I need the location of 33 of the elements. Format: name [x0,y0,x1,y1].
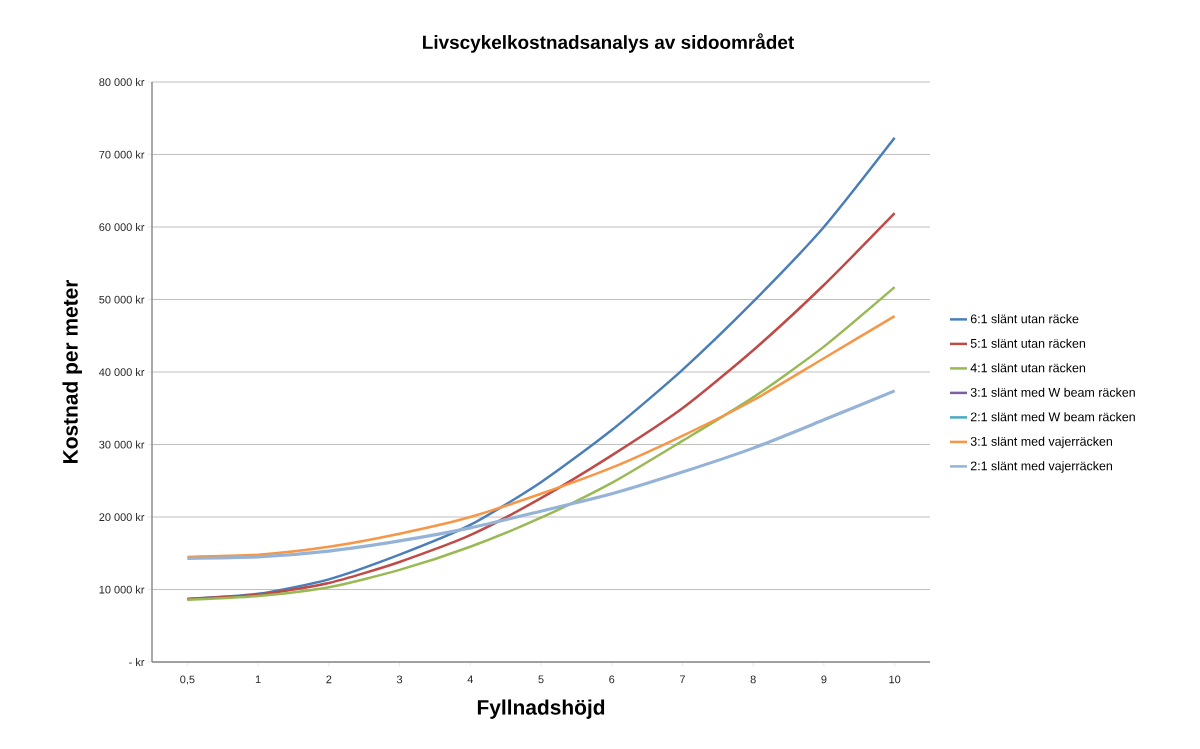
x-tick-label: 9 [821,675,827,684]
y-tick-label: 40 000 kr [99,367,145,377]
line-series [186,314,896,559]
x-tick-label: 0,5 [180,675,195,685]
legend-label: 2:1 slänt med vajerräcken [970,461,1112,473]
x-tick-label: 8 [750,675,756,684]
x-tick-label: 6 [609,675,615,684]
y-tick-label: 50 000 kr [99,295,145,304]
x-tick-label: 4 [467,675,473,684]
y-tick-label: 70 000 kr [99,150,145,159]
legend-label: 3:1 slänt med vajerräcken [970,436,1112,449]
y-tick-label: 10 000 kr [99,585,145,594]
x-tick-label: 7 [679,675,685,684]
y-tick-label: 60 000 kr [99,222,145,232]
y-tick-label: 80 000 kr [99,77,145,87]
y-tick-label: - kr [129,658,145,666]
legend-label: 2:1 slänt med W beam räcken [970,412,1135,422]
legend-label: 3:1 slänt med W beam räcken [970,387,1135,397]
y-axis-title: Kostnad per meter [62,279,82,464]
x-tick-label: 10 [889,675,901,684]
x-tick-label: 5 [538,675,544,684]
chart-title: Livscykelkostnadsanalys av sidoområdet [423,33,794,53]
x-tick-label: 1 [255,675,261,684]
x-tick-label: 2 [326,675,332,684]
line-series [186,285,896,601]
line-series [185,389,897,560]
x-axis-title: Fyllnadshöjd [477,699,605,719]
legend-label: 5:1 slänt utan räcken [970,338,1086,348]
x-tick-label: 3 [396,675,403,684]
legend-label: 4:1 slänt utan räcken [970,363,1086,373]
y-tick-label: 20 000 kr [99,512,145,522]
y-tick-label: 30 000 kr [99,440,145,449]
legend-label: 6:1 slänt utan räcke [970,314,1079,324]
